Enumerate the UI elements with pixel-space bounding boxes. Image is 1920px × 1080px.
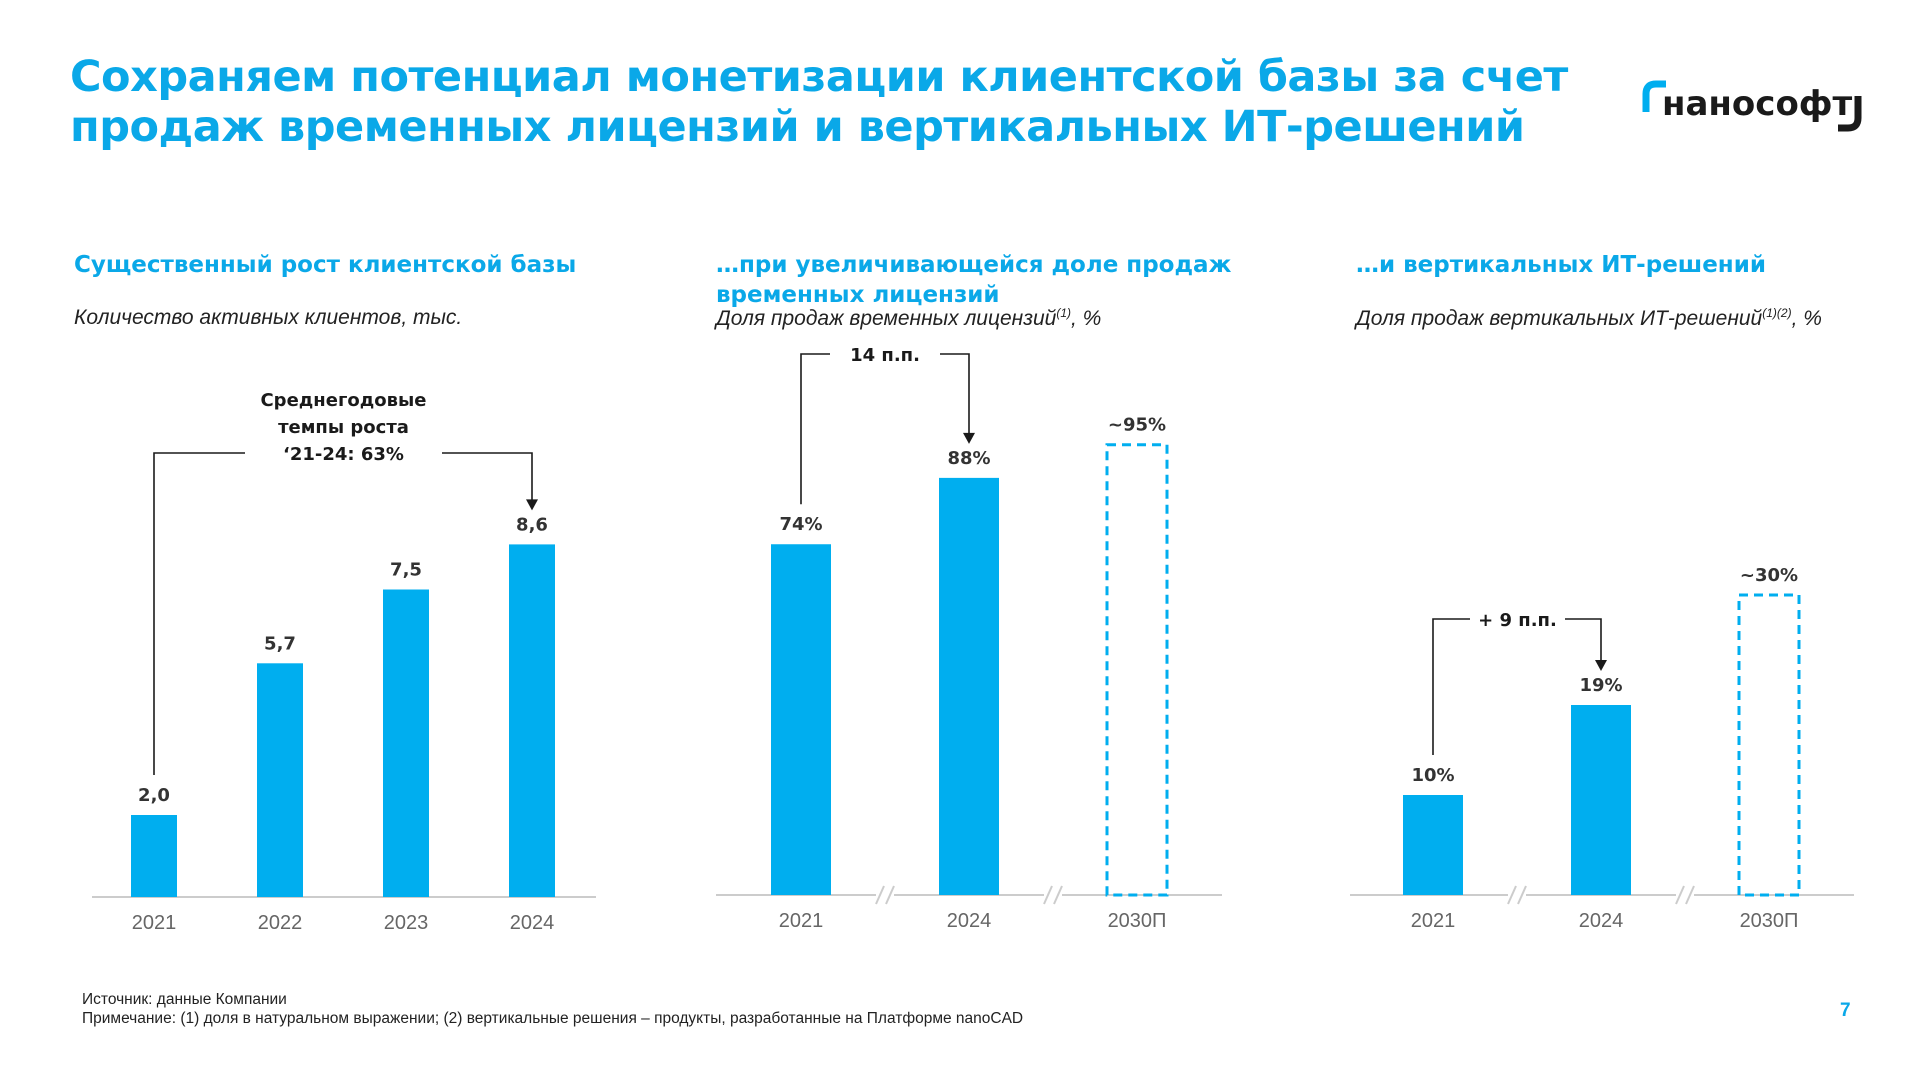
chart-1-bar-2022: [257, 663, 303, 897]
company-logo: наноcофт: [1642, 78, 1870, 136]
chart-3-data-label: ~30%: [1740, 565, 1798, 586]
chart-1-data-label: 5,7: [264, 633, 296, 654]
logo-bracket-icon: [1642, 80, 1862, 132]
panel-3-subtitle: Доля продаж вертикальных ИТ-решений(1)(2…: [1356, 306, 1822, 330]
chart-2-axis-break-gap: [1044, 887, 1062, 903]
panel-1-title: Существенный рост клиентской базы: [74, 252, 577, 278]
panel-2-subtitle: Доля продаж временных лицензий(1), %: [716, 306, 1102, 330]
chart-3-annotation-line: [1432, 618, 1470, 755]
chart-3-data-label: 19%: [1579, 675, 1622, 696]
panel-2-title: …при увеличивающейся доле продаж временн…: [716, 252, 1232, 308]
chart-2-axis-break-gap: [876, 887, 894, 903]
chart-2-data-label: 88%: [947, 448, 990, 469]
chart-2-bar-forecast-2030П: [1105, 443, 1169, 897]
panel-3-title: …и вертикальных ИТ-решений: [1356, 252, 1766, 278]
chart-1-data-label: 7,5: [390, 560, 422, 581]
footer-source: Источник: данные Компании: [82, 991, 287, 1008]
chart-2-axis-break-mark: [885, 885, 895, 905]
chart-1-bar-2023: [383, 589, 429, 897]
chart-1-annotation-text: Среднегодовые: [260, 390, 426, 411]
chart-3-axis-break-mark: [1507, 885, 1517, 905]
chart-2-annotation-text: 14 п.п.: [850, 345, 920, 366]
chart-2-tick-label: 2030П: [1108, 910, 1167, 932]
chart-1-data-label: 2,0: [138, 785, 170, 806]
chart-1-annotation-text: ‘21-24: 63%: [283, 444, 404, 465]
chart-1-bar-2021: [131, 815, 177, 897]
chart-2-data-label: ~95%: [1108, 415, 1166, 436]
chart-3-data-label: 10%: [1411, 765, 1454, 786]
chart-3-bar-2024: [1571, 705, 1631, 895]
page-title: Сохраняем потенциал монетизации клиентск…: [70, 52, 1570, 152]
chart-3-tick-label: 2024: [1579, 910, 1624, 932]
chart-3-axis-break-gap: [1676, 887, 1694, 903]
chart-3-axis-break-mark: [1685, 885, 1695, 905]
chart-3-annotation-text: + 9 п.п.: [1478, 610, 1557, 631]
chart-1-annotation-line: [153, 452, 245, 775]
chart-1-tick-label: 2022: [258, 912, 303, 934]
chart-1-annotation-line: [442, 452, 533, 501]
chart-2-tick-label: 2021: [779, 910, 824, 932]
chart-2-bar-2024: [939, 477, 999, 895]
chart-2-bar-2021: [771, 544, 831, 895]
chart-3-tick-label: 2021: [1411, 910, 1456, 932]
chart-1-tick-label: 2024: [510, 912, 555, 934]
chart-3-axis-break-mark: [1675, 885, 1685, 905]
chart-3-annotation-line: [1565, 618, 1602, 661]
chart-2-axis-break-mark: [875, 885, 885, 905]
chart-3-bar-forecast-2030П: [1737, 593, 1801, 897]
page-number: 7: [1840, 1000, 1851, 1021]
chart-2-axis-break-mark: [1053, 885, 1063, 905]
logo-text: наноcофт: [1662, 84, 1853, 124]
chart-1-annotation-arrow-icon: [526, 499, 538, 511]
chart-3-bar-2021: [1403, 795, 1463, 895]
chart-3-axis-break-mark: [1517, 885, 1527, 905]
chart-3-tick-label: 2030П: [1740, 910, 1799, 932]
chart-3-axis-break-gap: [1508, 887, 1526, 903]
chart-2-annotation-line: [800, 353, 830, 505]
page-title-line-1: Сохраняем потенциал монетизации клиентск…: [70, 52, 1568, 102]
chart-1-tick-label: 2021: [132, 912, 177, 934]
chart-2-data-label: 74%: [779, 514, 822, 535]
chart-1-data-label: 8,6: [516, 514, 548, 535]
footer-note: Примечание: (1) доля в натуральном выраж…: [82, 1010, 1024, 1027]
chart-1-bar-2024: [509, 544, 555, 897]
panel-1-subtitle: Количество активных клиентов, тыс.: [74, 306, 463, 329]
chart-1-tick-label: 2023: [384, 912, 429, 934]
chart-1-annotation-text: темпы роста: [278, 417, 409, 438]
chart-2-tick-label: 2024: [947, 910, 992, 932]
page-title-line-2: продаж временных лицензий и вертикальных…: [70, 102, 1525, 152]
chart-2-annotation-line: [940, 353, 970, 434]
chart-2-annotation-arrow-icon: [963, 432, 975, 444]
chart-3-annotation-arrow-icon: [1595, 660, 1607, 671]
footer: Источник: данные Компании Примечание: (1…: [82, 990, 1023, 1028]
chart-2-axis-break-mark: [1043, 885, 1053, 905]
